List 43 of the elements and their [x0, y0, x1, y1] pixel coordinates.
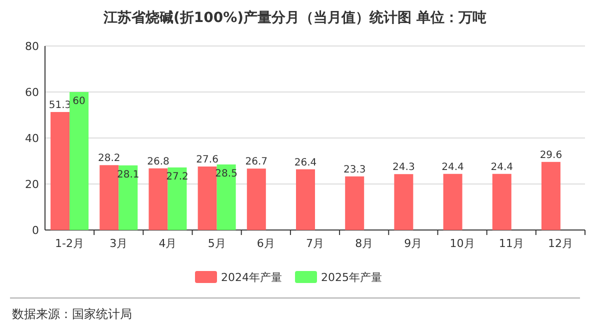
- data-label: 60: [72, 96, 86, 107]
- bar: [70, 92, 89, 230]
- y-tick-label: 40: [25, 132, 39, 145]
- data-label: 24.4: [490, 162, 513, 173]
- x-tick-label: 10月: [450, 237, 475, 250]
- y-tick-label: 20: [25, 178, 39, 191]
- x-tick-label: 9月: [404, 237, 422, 250]
- x-tick-label: 1-2月: [55, 237, 84, 250]
- bar: [148, 168, 168, 230]
- data-label: 26.8: [147, 156, 170, 168]
- data-label: 26.4: [294, 157, 317, 168]
- bar: [443, 174, 462, 230]
- x-tick-label: 5月: [208, 237, 226, 250]
- x-tick-label: 8月: [355, 237, 374, 250]
- x-tick-label: 11月: [498, 237, 524, 250]
- data-label: 29.6: [540, 150, 562, 161]
- data-label: 26.7: [245, 156, 268, 168]
- x-tick-label: 7月: [306, 237, 324, 250]
- bar: [50, 112, 70, 230]
- bar: [345, 176, 364, 230]
- legend-label: 2025年产量: [321, 271, 382, 284]
- bar: [541, 162, 560, 230]
- bar: [492, 174, 512, 230]
- data-label: 27.6: [196, 154, 218, 166]
- x-tick-label: 4月: [158, 237, 177, 250]
- source-note: 数据来源：国家统计局: [12, 307, 132, 321]
- x-tick-label: 6月: [256, 237, 275, 250]
- data-label: 24.3: [392, 162, 415, 174]
- bar: [100, 165, 119, 230]
- y-tick-label: 0: [32, 224, 39, 237]
- y-tick-label: 60: [25, 86, 39, 99]
- chart-title: 江苏省烧碱(折100%)产量分月（当月值）统计图 单位：万吨: [102, 9, 486, 26]
- bar: [296, 169, 315, 230]
- bar: [394, 174, 414, 230]
- legend-label: 2024年产量: [221, 271, 282, 284]
- bar: [246, 168, 266, 230]
- y-tick-label: 80: [25, 40, 39, 53]
- x-tick-label: 12月: [548, 237, 573, 250]
- bar: [198, 166, 217, 230]
- data-label: 28.2: [98, 153, 120, 164]
- x-tick-label: 3月: [110, 237, 128, 250]
- data-label: 24.4: [442, 162, 464, 173]
- data-label: 23.3: [343, 164, 366, 176]
